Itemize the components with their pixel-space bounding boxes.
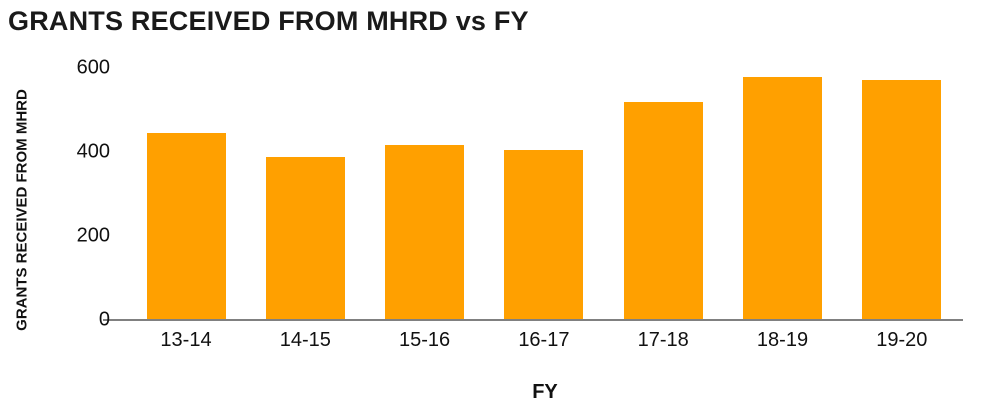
x-axis-line [103,318,963,321]
bar-19-20 [862,80,942,320]
x-axis-tick-label: 19-20 [876,329,928,351]
x-axis-tick-label: 15-16 [399,329,451,351]
x-axis-tick-label: 17-18 [637,329,689,351]
bar-16-17 [504,150,584,320]
y-axis-tick-label: 200 [76,224,110,246]
x-axis-tick-label: 16-17 [518,329,570,351]
x-axis-title: FY [532,381,558,403]
bar-18-19 [743,76,822,320]
y-axis-tick-label: 600 [76,56,110,78]
y-axis-tick-label: 0 [98,308,110,330]
y-axis-title: GRANTS RECEIVED FROM MHRD [13,89,31,331]
x-axis-tick-label: 18-19 [756,329,809,351]
bar-15-16 [385,145,465,320]
chart-title: GRANTS RECEIVED FROM MHRD vs FY [8,6,529,36]
bar-14-15 [265,156,345,320]
x-axis-tick-label: 13-14 [160,329,212,351]
bar-17-18 [623,101,703,320]
y-axis-tick-label: 400 [76,140,110,162]
x-axis-tick-label: 14-15 [279,329,331,351]
bar-13-14 [146,132,226,320]
